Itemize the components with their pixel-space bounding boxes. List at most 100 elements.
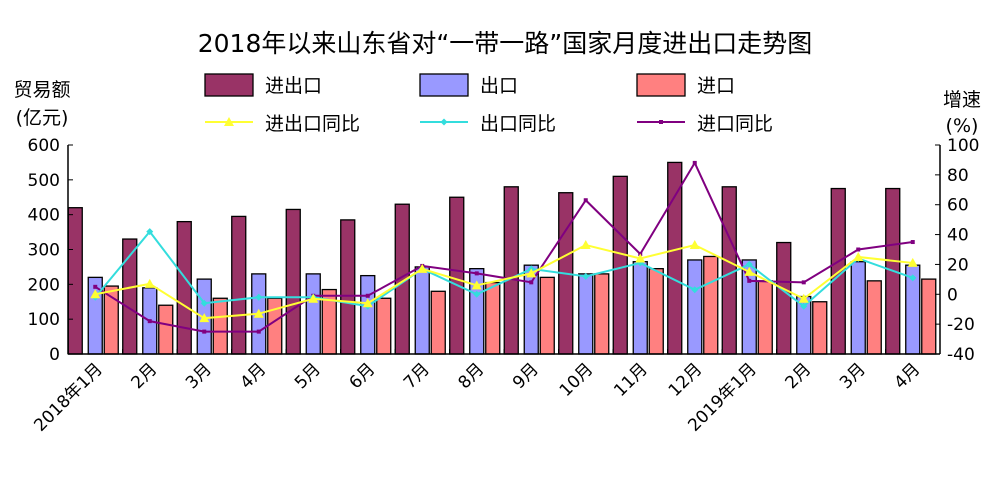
- line-point: [253, 308, 264, 318]
- line-point: [362, 298, 373, 308]
- line-point: [144, 278, 155, 288]
- bar-total: [612, 175, 628, 355]
- line-point: [90, 289, 101, 299]
- line-point: [582, 272, 590, 280]
- bar-import: [267, 297, 283, 355]
- right-tick-label: 0: [947, 285, 958, 305]
- line-point: [474, 271, 479, 276]
- chart-title: 2018年以来山东省对“一带一路”国家月度进出口走势图: [198, 29, 813, 58]
- line-point: [853, 251, 864, 261]
- bar-total: [340, 219, 356, 355]
- line-point: [471, 280, 482, 290]
- bar-import: [158, 304, 174, 355]
- bar-total: [176, 220, 192, 355]
- line-point: [800, 302, 808, 310]
- line-point: [692, 160, 697, 165]
- line-point: [745, 260, 753, 268]
- x-tick-label: 8月: [454, 359, 488, 393]
- x-tick-label: 4月: [890, 359, 924, 393]
- x-tick-label: 9月: [509, 359, 543, 393]
- left-tick-label: 0: [49, 345, 60, 365]
- bar-total: [285, 208, 301, 355]
- legend-label: 进出口: [265, 75, 322, 97]
- right-tick-label: 80: [947, 166, 969, 186]
- line-point: [473, 290, 481, 298]
- bar-export: [305, 273, 321, 355]
- line-point: [529, 280, 534, 285]
- plot-area: 0 100 200 300 400 500 600 -40 -20 0 20 40 60 80 100 201…: [28, 136, 980, 436]
- line-point: [689, 240, 700, 250]
- line-point: [256, 329, 261, 334]
- right-tick-label: 40: [947, 226, 969, 246]
- legend-label: 出口: [480, 75, 518, 97]
- x-tick-label: 6月: [345, 359, 379, 393]
- x-tick-label: 3月: [182, 359, 216, 393]
- line-point: [659, 120, 663, 124]
- bar-import: [921, 278, 937, 355]
- bar-total: [67, 207, 83, 355]
- x-tick-label: 2月: [127, 359, 161, 393]
- bar-export: [850, 261, 866, 355]
- legend-swatch: [636, 73, 686, 97]
- bar-import: [812, 301, 828, 355]
- bar-import: [594, 273, 610, 355]
- x-tick-label: 11月: [610, 359, 651, 400]
- line-point: [255, 293, 263, 301]
- right-tick-label: -40: [947, 345, 975, 365]
- bar-export: [523, 264, 539, 355]
- right-tick-label: -20: [947, 315, 975, 335]
- x-tick-label: 10月: [556, 359, 597, 400]
- line-point: [147, 319, 152, 324]
- line-series: [95, 243, 913, 320]
- x-tick-label: 4月: [236, 359, 270, 393]
- legend-label: 进口: [697, 75, 735, 97]
- bar-import: [212, 297, 228, 355]
- left-tick-label: 300: [28, 241, 60, 261]
- bar-total: [776, 241, 792, 355]
- bar-export: [360, 274, 376, 355]
- bar-import: [703, 255, 719, 355]
- bar-total: [449, 196, 465, 355]
- bar-export: [414, 266, 430, 355]
- x-tick-label: 3月: [836, 359, 870, 393]
- legend-swatch: [204, 73, 254, 97]
- line-point: [801, 280, 806, 285]
- line-point: [747, 278, 752, 283]
- bar-total: [667, 161, 683, 355]
- line-point: [365, 293, 370, 298]
- legend-label: 进口同比: [697, 113, 773, 135]
- x-tick-label: 2月: [781, 359, 815, 393]
- right-axis-label-line1: 增速: [943, 89, 981, 111]
- right-tick-label: 100: [947, 136, 979, 156]
- bar-total: [503, 186, 519, 355]
- line-point: [580, 240, 591, 250]
- right-tick-label: 60: [947, 196, 969, 216]
- line-point: [856, 247, 861, 252]
- bar-export: [578, 273, 594, 355]
- line-series: [94, 160, 913, 333]
- line-point: [308, 293, 319, 303]
- right-axis-label-line2: (%): [946, 115, 979, 137]
- line-point: [417, 263, 428, 273]
- right-tick-label: 20: [947, 255, 969, 275]
- bar-import: [757, 280, 773, 355]
- left-axis-label-line2: (亿元): [16, 107, 69, 129]
- line-point: [224, 117, 234, 126]
- bar-import: [430, 290, 446, 355]
- left-tick-label: 600: [28, 136, 60, 156]
- line-point: [744, 266, 755, 276]
- line-point: [200, 299, 208, 307]
- line-point: [440, 118, 448, 126]
- left-tick-label: 100: [28, 310, 60, 330]
- bar-import: [866, 280, 882, 355]
- x-tick-label: 7月: [400, 359, 434, 393]
- line-point: [798, 293, 809, 303]
- bar-import: [485, 281, 501, 355]
- legend-swatch: [419, 73, 469, 97]
- left-axis-label-line1: 贸易额: [13, 79, 70, 101]
- left-tick-label: 200: [28, 275, 60, 295]
- line-point: [909, 274, 917, 282]
- line-point: [526, 268, 537, 278]
- bar-import: [376, 297, 392, 355]
